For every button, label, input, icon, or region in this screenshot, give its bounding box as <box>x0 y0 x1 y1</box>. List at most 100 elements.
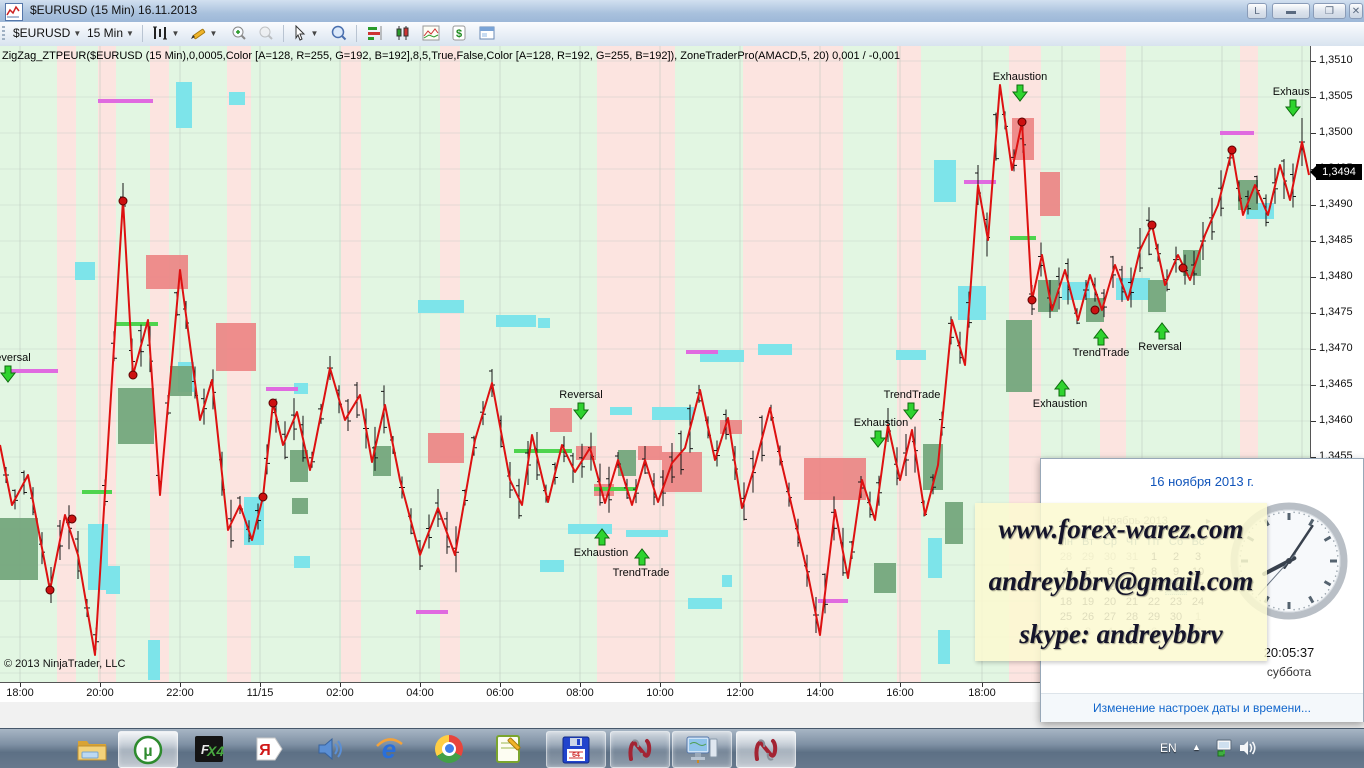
taskbar-floppy-64[interactable]: 64 <box>546 731 606 768</box>
change-date-time-link[interactable]: Изменение настроек даты и времени... <box>1093 701 1311 715</box>
taskbar-utorrent[interactable]: µ <box>118 731 178 768</box>
taskbar-volume-app[interactable] <box>306 731 352 766</box>
minimize-button[interactable]: ▬ <box>1272 3 1310 19</box>
trend-zone <box>743 46 843 682</box>
price-axis-label: 1,3510 <box>1319 54 1353 66</box>
taskbar-fx4c[interactable]: F X4 <box>186 731 232 766</box>
price-tick <box>1311 241 1316 242</box>
signal-arrow-up-icon <box>633 548 651 566</box>
volume-zone-box <box>652 407 694 420</box>
swing-dot <box>128 370 138 380</box>
chevron-down-icon: ▼ <box>310 29 319 38</box>
chart-candles-button[interactable] <box>392 24 414 43</box>
price-axis-label: 1,3500 <box>1319 126 1353 138</box>
taskbar-ninjatrader[interactable] <box>610 731 670 768</box>
toolbar-separator <box>356 25 357 42</box>
taskbar-remote-desktop[interactable] <box>672 731 732 768</box>
time-tick <box>420 683 421 687</box>
taskbar-notepad-plus[interactable] <box>486 731 532 766</box>
taskbar: µ F X4 Я e 64 <box>0 728 1364 768</box>
crosshair-button[interactable] <box>328 24 350 43</box>
swing-dot <box>1178 263 1188 273</box>
time-axis-label: 12:00 <box>726 687 754 699</box>
signal-arrow-down-icon <box>0 365 17 383</box>
swing-dot <box>1090 305 1100 315</box>
price-axis-label: 1,3460 <box>1319 414 1353 426</box>
account-dollar-button[interactable]: $ <box>448 24 470 43</box>
chart-window-icon <box>5 3 23 21</box>
price-tick <box>1311 97 1316 98</box>
time-axis-label: 11/15 <box>246 687 274 699</box>
zoom-in-button[interactable] <box>228 24 250 43</box>
signal-label: Exhaustion <box>853 417 909 429</box>
supply-zone-box <box>1040 172 1060 216</box>
signal-arrow-down-icon <box>572 402 590 420</box>
bar-period-button[interactable]: ▼ <box>150 24 180 43</box>
price-plot-svg[interactable] <box>0 46 1310 682</box>
volume-zone-box <box>148 640 160 680</box>
last-price-tag: 1,3494 <box>1310 164 1362 180</box>
close-button[interactable]: ✕ <box>1349 3 1363 19</box>
trend-zone <box>597 46 675 682</box>
volume-zone-box <box>928 538 942 578</box>
time-tick <box>100 683 101 687</box>
network-tray-icon[interactable] <box>1214 738 1234 763</box>
time-axis-label: 16:00 <box>886 687 914 699</box>
signal-label: Reversal <box>1138 341 1182 353</box>
signal-label: Exhaustion <box>992 71 1048 83</box>
trend-zone <box>897 46 921 682</box>
signal-label: TrendTrade <box>612 567 670 579</box>
taskbar-chrome[interactable] <box>426 731 472 766</box>
instrument-dropdown[interactable]: $EURUSD ▼ <box>13 26 82 40</box>
language-indicator[interactable]: EN <box>1160 741 1177 755</box>
watermark-site: www.forex-warez.com <box>998 513 1244 544</box>
zoom-out-button[interactable] <box>255 24 277 43</box>
signal-label: Reversal <box>559 389 603 401</box>
demand-zone-box <box>292 498 308 514</box>
price-axis-label: 1,3465 <box>1319 378 1353 390</box>
window-titlebar[interactable]: $EURUSD (15 Min) 16.11.2013 L ▬ ❐ ✕ <box>0 0 1364 23</box>
chrome-icon <box>435 734 463 763</box>
time-tick <box>660 683 661 687</box>
market-analyzer-button[interactable] <box>364 24 386 43</box>
trend-zone <box>57 46 76 682</box>
lock-button[interactable]: L <box>1247 3 1267 19</box>
panel-button[interactable] <box>476 24 498 43</box>
tray-expand-icon[interactable]: ▲ <box>1192 742 1201 752</box>
chevron-down-icon: ▼ <box>73 29 82 38</box>
toolbar-grip[interactable] <box>2 26 5 42</box>
time-tick <box>900 683 901 687</box>
demand-zone-box <box>118 388 154 444</box>
price-tick <box>1311 421 1316 422</box>
time-axis[interactable]: 18:00 20:00 22:00 11/15 02:00 04:00 06:00 08:00… <box>0 682 1310 702</box>
taskbar-windows-explorer[interactable] <box>70 731 114 766</box>
svg-text:64: 64 <box>572 752 580 759</box>
demand-zone-box <box>0 518 38 580</box>
taskbar-ninjatrader-2[interactable] <box>736 731 796 768</box>
swing-dot <box>268 398 278 408</box>
interval-dropdown[interactable]: 15 Min ▼ <box>87 26 134 40</box>
chart-overview-button[interactable] <box>420 24 442 43</box>
volume-zone-box <box>418 300 464 313</box>
cursor-tool-button[interactable]: ▼ <box>290 24 320 43</box>
swing-dot <box>1147 220 1157 230</box>
demand-zone-box <box>170 366 192 396</box>
volume-zone-box <box>896 350 926 360</box>
draw-pencil-button[interactable]: ▼ <box>188 24 218 43</box>
time-axis-label: 22:00 <box>166 687 194 699</box>
restore-button[interactable]: ❐ <box>1313 3 1346 19</box>
volume-tray-icon[interactable] <box>1238 739 1258 762</box>
chart-toolbar: $EURUSD ▼ 15 Min ▼ ▼ ▼ ▼ <box>0 22 1364 47</box>
volume-zone-box <box>1116 278 1150 300</box>
signal-arrow-up-icon <box>1153 322 1171 340</box>
taskbar-internet-explorer[interactable]: e <box>366 731 412 766</box>
demand-zone-box <box>945 502 963 544</box>
time-axis-label: 10:00 <box>646 687 674 699</box>
watermark-skype: skype: andreybbrv <box>1019 619 1223 650</box>
price-tick <box>1311 277 1316 278</box>
trend-zone <box>251 46 341 682</box>
taskbar-yandex[interactable]: Я <box>246 731 292 766</box>
supply-zone-box <box>804 458 866 500</box>
price-tick <box>1311 457 1316 458</box>
popup-footer <box>1041 694 1363 722</box>
